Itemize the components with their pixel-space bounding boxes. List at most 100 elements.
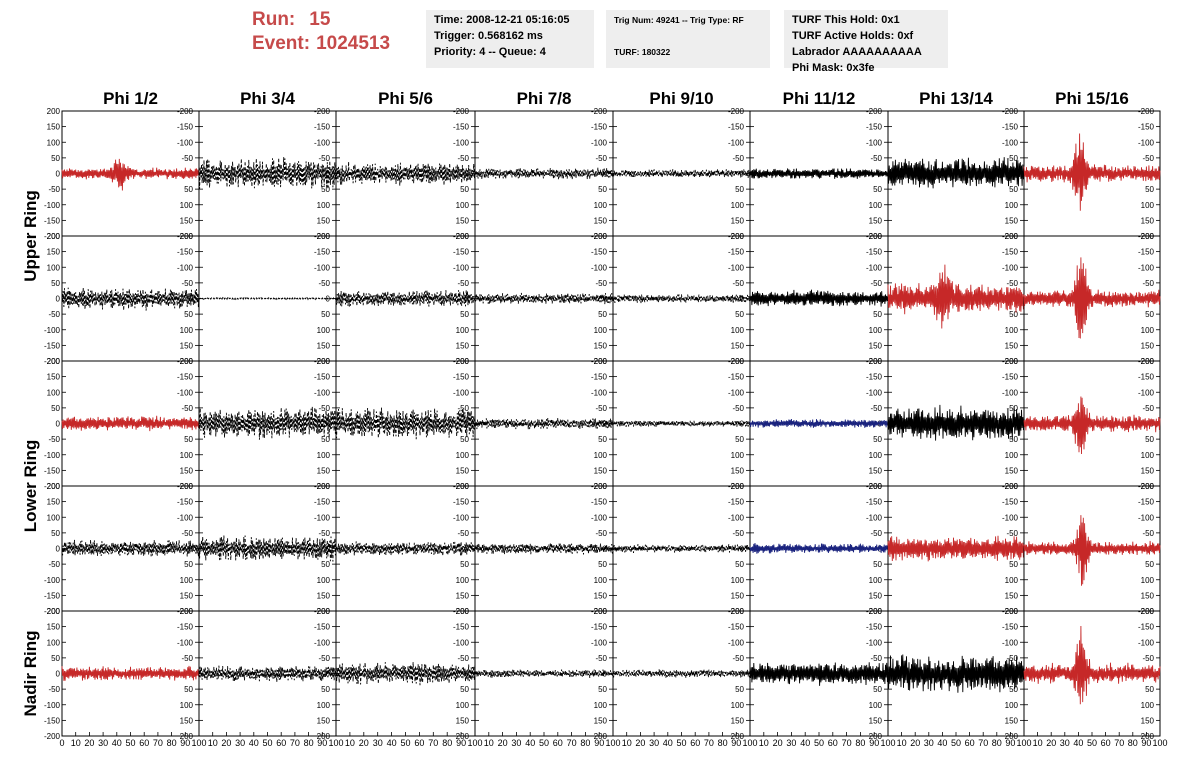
y-tick-label: 200 — [47, 357, 61, 366]
y-tick-label: -100 — [591, 388, 608, 397]
y-tick-label: 100 — [869, 451, 883, 460]
waveform-trace — [887, 264, 1025, 329]
waveform-trace — [749, 168, 889, 179]
y-tick-label: 150 — [1005, 466, 1019, 475]
x-tick-label: 50 — [262, 738, 272, 748]
x-tick-label: 60 — [414, 738, 424, 748]
y-tick-label: 100 — [180, 451, 194, 460]
x-tick-label: 10 — [622, 738, 632, 748]
y-tick-label: -150 — [1002, 248, 1019, 257]
y-tick-label: -150 — [177, 373, 194, 382]
column-title: Phi 3/4 — [240, 89, 295, 108]
y-tick-label: 0 — [56, 295, 61, 304]
x-tick-label: 20 — [359, 738, 369, 748]
y-tick-label: 0 — [326, 170, 331, 179]
y-tick-label: -200 — [314, 357, 331, 366]
y-tick-label: -150 — [866, 123, 883, 132]
y-tick-label: -50 — [457, 529, 469, 538]
turf-hold-info: TURF This Hold: 0x1 TURF Active Holds: 0… — [784, 10, 948, 74]
waveform-trace — [335, 161, 476, 186]
y-tick-label: -100 — [728, 138, 745, 147]
y-tick-label: -150 — [44, 466, 61, 475]
y-tick-label: -50 — [181, 404, 193, 413]
x-tick-label: 10 — [1033, 738, 1043, 748]
y-tick-label: -50 — [48, 185, 60, 194]
y-tick-label: 50 — [1009, 685, 1018, 694]
y-tick-label: -100 — [591, 513, 608, 522]
x-tick-label: 70 — [1114, 738, 1124, 748]
y-tick-label: -200 — [314, 107, 331, 116]
y-tick-label: 50 — [598, 560, 607, 569]
y-tick-label: -150 — [591, 623, 608, 632]
x-tick-label: 30 — [1060, 738, 1070, 748]
y-tick-label: -50 — [595, 279, 607, 288]
y-tick-label: 50 — [51, 529, 60, 538]
y-tick-label: 50 — [184, 685, 193, 694]
y-tick-label: 150 — [731, 466, 745, 475]
y-tick-label: -200 — [866, 232, 883, 241]
y-tick-label: 50 — [184, 560, 193, 569]
y-tick-label: 50 — [598, 685, 607, 694]
waveform-trace — [1023, 515, 1161, 586]
y-tick-label: 150 — [180, 341, 194, 350]
x-tick-label: 30 — [786, 738, 796, 748]
waveform-trace — [61, 287, 200, 311]
y-tick-label: -200 — [44, 357, 61, 366]
time-trigger-info: Time: 2008-12-21 05:16:05 Trigger: 0.568… — [426, 10, 594, 68]
y-tick-label: -150 — [314, 373, 331, 382]
y-tick-label: 200 — [47, 232, 61, 241]
y-tick-label: -50 — [457, 154, 469, 163]
y-tick-label: 50 — [184, 185, 193, 194]
y-tick-label: -50 — [48, 685, 60, 694]
y-tick-label: -100 — [44, 201, 61, 210]
x-tick-label: 10 — [484, 738, 494, 748]
y-tick-label: -50 — [1006, 279, 1018, 288]
y-tick-label: -50 — [48, 435, 60, 444]
y-tick-label: 50 — [873, 685, 882, 694]
y-tick-label: 100 — [317, 576, 331, 585]
y-tick-label: 150 — [180, 216, 194, 225]
y-tick-label: -50 — [732, 404, 744, 413]
x-tick-label: 40 — [1073, 738, 1083, 748]
waveform-trace — [474, 669, 614, 679]
y-tick-label: 100 — [731, 201, 745, 210]
x-tick-label: 40 — [387, 738, 397, 748]
y-tick-label: -150 — [44, 716, 61, 725]
y-tick-label: -50 — [48, 310, 60, 319]
y-tick-label: -50 — [732, 154, 744, 163]
y-tick-label: 50 — [184, 435, 193, 444]
y-tick-label: 100 — [1141, 576, 1155, 585]
y-tick-label: 50 — [460, 685, 469, 694]
y-tick-label: 100 — [869, 576, 883, 585]
x-tick-label: 60 — [139, 738, 149, 748]
y-tick-label: 100 — [317, 201, 331, 210]
x-tick-label: 40 — [249, 738, 259, 748]
x-tick-label: 90 — [869, 738, 879, 748]
column-title: Phi 11/12 — [783, 89, 856, 108]
y-tick-label: 150 — [869, 591, 883, 600]
x-tick-label: 50 — [125, 738, 135, 748]
y-tick-label: 150 — [1141, 466, 1155, 475]
y-tick-label: -50 — [732, 654, 744, 663]
y-tick-label: -100 — [314, 638, 331, 647]
y-tick-label: 150 — [180, 466, 194, 475]
y-tick-label: -150 — [314, 623, 331, 632]
y-tick-label: -100 — [1138, 513, 1155, 522]
x-tick-label: 80 — [580, 738, 590, 748]
y-tick-label: 150 — [47, 248, 61, 257]
y-tick-label: -100 — [1138, 388, 1155, 397]
y-tick-label: -50 — [870, 404, 882, 413]
y-tick-label: 100 — [594, 201, 608, 210]
waveform-trace — [198, 296, 337, 301]
y-tick-label: -50 — [732, 279, 744, 288]
y-tick-label: 150 — [1141, 216, 1155, 225]
y-tick-label: -150 — [177, 248, 194, 257]
waveform-trace — [612, 294, 751, 304]
y-tick-label: -100 — [44, 326, 61, 335]
y-tick-label: 50 — [184, 310, 193, 319]
x-tick-label: 10 — [208, 738, 218, 748]
y-tick-label: 100 — [594, 576, 608, 585]
y-tick-label: 100 — [731, 451, 745, 460]
x-tick-label: 20 — [635, 738, 645, 748]
x-tick-label: 60 — [1101, 738, 1111, 748]
